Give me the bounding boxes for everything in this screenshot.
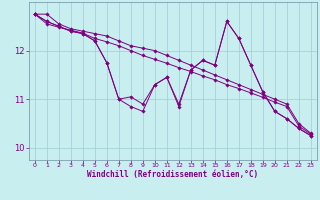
X-axis label: Windchill (Refroidissement éolien,°C): Windchill (Refroidissement éolien,°C) xyxy=(87,170,258,179)
